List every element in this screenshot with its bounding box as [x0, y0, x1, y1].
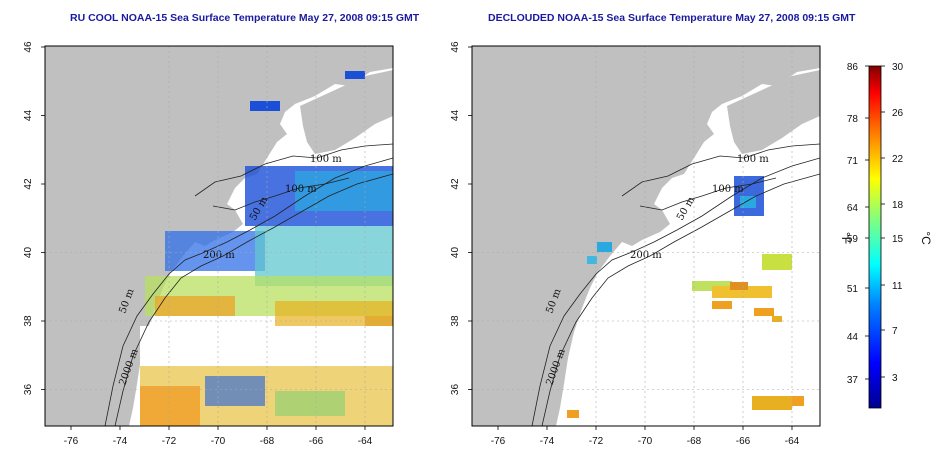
- contour-label: 200 m: [630, 250, 662, 261]
- y-tick-label: 46: [23, 41, 34, 53]
- y-axis: 46 44 42 40 38 36: [450, 41, 472, 395]
- fahrenheit-unit-label: °F: [839, 232, 853, 244]
- land-mass: [472, 46, 820, 426]
- x-tick-label: -68: [687, 436, 702, 447]
- fahrenheit-tick-label: 86: [847, 62, 859, 73]
- y-tick-label: 42: [23, 178, 34, 190]
- x-tick-label: -76: [64, 436, 79, 447]
- plot-frame: [471, 45, 821, 427]
- fahrenheit-ticks: 86 78 71 64 59 51 44 37: [847, 62, 869, 386]
- y-tick-label: 44: [450, 110, 461, 122]
- x-tick-label: -70: [638, 436, 653, 447]
- y-tick-label: 40: [23, 247, 34, 259]
- celsius-tick-label: 3: [892, 373, 898, 384]
- x-tick-label: -64: [358, 436, 373, 447]
- x-tick-label: -70: [211, 436, 226, 447]
- celsius-tick-label: 30: [892, 62, 904, 73]
- celsius-unit-label: °C: [919, 231, 933, 245]
- contour-label: 100 m: [712, 184, 744, 195]
- fahrenheit-tick-label: 59: [847, 234, 859, 245]
- fahrenheit-tick-label: 71: [847, 156, 859, 167]
- nova-scotia-land: [300, 70, 393, 154]
- fahrenheit-tick-label: 51: [847, 284, 859, 295]
- fahrenheit-tick-label: 44: [847, 332, 859, 343]
- x-tick-label: -68: [260, 436, 275, 447]
- x-tick-label: -76: [491, 436, 506, 447]
- x-tick-label: -74: [540, 436, 555, 447]
- y-tick-label: 38: [23, 315, 34, 327]
- right-panel-title: DECLOUDED NOAA-15 Sea Surface Temperatur…: [488, 12, 856, 24]
- celsius-tick-label: 7: [892, 326, 898, 337]
- x-tick-label: -72: [162, 436, 177, 447]
- y-tick-label: 40: [450, 247, 461, 259]
- contour-label: 100 m: [737, 154, 769, 165]
- fahrenheit-tick-label: 64: [847, 203, 859, 214]
- x-axis: -76 -74 -72 -70 -68 -66 -64: [491, 426, 800, 447]
- y-tick-label: 36: [450, 384, 461, 396]
- contour-label: 100 m: [285, 184, 317, 195]
- scan-gap: [140, 326, 393, 364]
- colorbar-ramp: [868, 65, 882, 409]
- y-tick-label: 36: [23, 384, 34, 396]
- celsius-tick-label: 22: [892, 154, 904, 165]
- y-tick-label: 44: [23, 110, 34, 122]
- celsius-ticks: 30 26 22 18 15 11 7 3: [881, 62, 904, 384]
- graticule: [472, 46, 820, 426]
- celsius-tick-label: 26: [892, 108, 904, 119]
- x-tick-label: -74: [113, 436, 128, 447]
- celsius-tick-label: 11: [892, 281, 903, 292]
- x-tick-label: -66: [736, 436, 751, 447]
- bathymetry-contours: [531, 143, 820, 426]
- sst-swath: [140, 71, 393, 426]
- contour-label: 100 m: [310, 154, 342, 165]
- y-tick-label: 38: [450, 315, 461, 327]
- celsius-tick-label: 18: [892, 200, 904, 211]
- sst-patches: [567, 176, 804, 418]
- nova-scotia-land: [727, 70, 820, 154]
- y-tick-label: 46: [450, 41, 461, 53]
- graticule: [45, 46, 393, 426]
- right-map-panel: 100 m 100 m 50 m 200 m 50 m 2000 m -76 -7…: [450, 41, 821, 447]
- left-map-panel: 100 m 100 m 50 m 200 m 50 m 2000 m -76 -7…: [23, 41, 394, 447]
- temperature-colorbar: 86 78 71 64 59 51 44 37 30 26 22 18 15 11 7 3 °F °C: [839, 62, 933, 409]
- contour-label: 200 m: [203, 250, 235, 261]
- fahrenheit-tick-label: 37: [847, 375, 859, 386]
- fahrenheit-tick-label: 78: [847, 114, 859, 125]
- celsius-tick-label: 15: [892, 234, 904, 245]
- x-tick-label: -66: [309, 436, 324, 447]
- y-axis: 46 44 42 40 38 36: [23, 41, 45, 395]
- plot-frame: [44, 45, 394, 427]
- left-panel-title: RU COOL NOAA-15 Sea Surface Temperature …: [70, 12, 420, 24]
- x-tick-label: -64: [785, 436, 800, 447]
- y-tick-label: 42: [450, 178, 461, 190]
- x-axis: -76 -74 -72 -70 -68 -66 -64: [64, 426, 373, 447]
- bathymetry-contours: [104, 143, 393, 426]
- x-tick-label: -72: [589, 436, 604, 447]
